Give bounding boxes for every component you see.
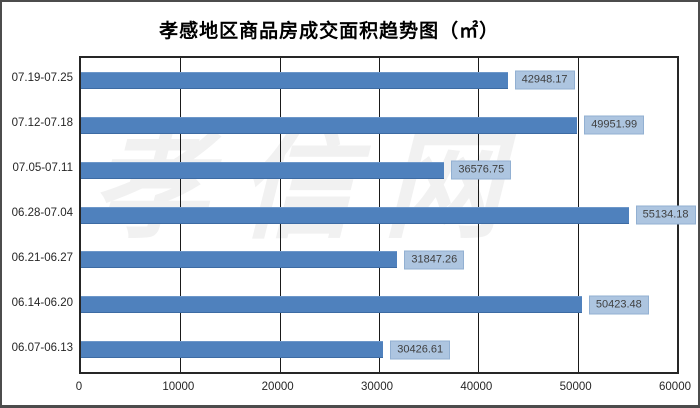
y-tick-label: 06.28-07.04: [11, 207, 73, 219]
plot-area: 孝信网 42948.17 49951.99 36576.75 55134.18 3184…: [79, 56, 696, 374]
x-tick-label: 40000: [460, 381, 493, 393]
x-tick-label: 0: [75, 381, 83, 393]
bar: [81, 161, 445, 179]
bar: [81, 116, 578, 134]
y-tick-label: 06.07-06.13: [11, 341, 73, 354]
x-tick-label: 20000: [261, 381, 294, 393]
bar: [81, 341, 384, 359]
bar-value-label: 55134.18: [635, 205, 696, 225]
bar-value-label: 42948.17: [514, 70, 575, 90]
bar: [81, 251, 398, 269]
bar-value-label: 36576.75: [451, 160, 512, 180]
bar-value-label: 50423.48: [588, 295, 649, 315]
bar: [81, 206, 629, 224]
chart-title: 孝感地区商品房成交面积趋势图（㎡）: [159, 21, 500, 42]
watermark: 孝信网: [91, 121, 530, 253]
x-tick-label: 10000: [162, 381, 195, 393]
bar-value-label: 31847.26: [404, 250, 465, 270]
bar: [81, 71, 508, 89]
y-tick-label: 07.12-07.18: [11, 117, 73, 130]
x-tick-label: 60000: [659, 381, 691, 393]
bar: [81, 296, 582, 314]
y-tick-label: 07.19-07.25: [11, 72, 73, 85]
x-tick-label: 50000: [559, 381, 592, 393]
y-tick-label: 07.05-07.11: [12, 162, 73, 175]
y-tick-label: 06.21-06.27: [11, 251, 73, 264]
bar-value-label: 49951.99: [584, 115, 645, 135]
y-tick-label: 06.14-06.20: [11, 296, 73, 309]
x-tick-label: 30000: [361, 381, 393, 393]
bar-value-label: 30426.61: [390, 340, 451, 360]
